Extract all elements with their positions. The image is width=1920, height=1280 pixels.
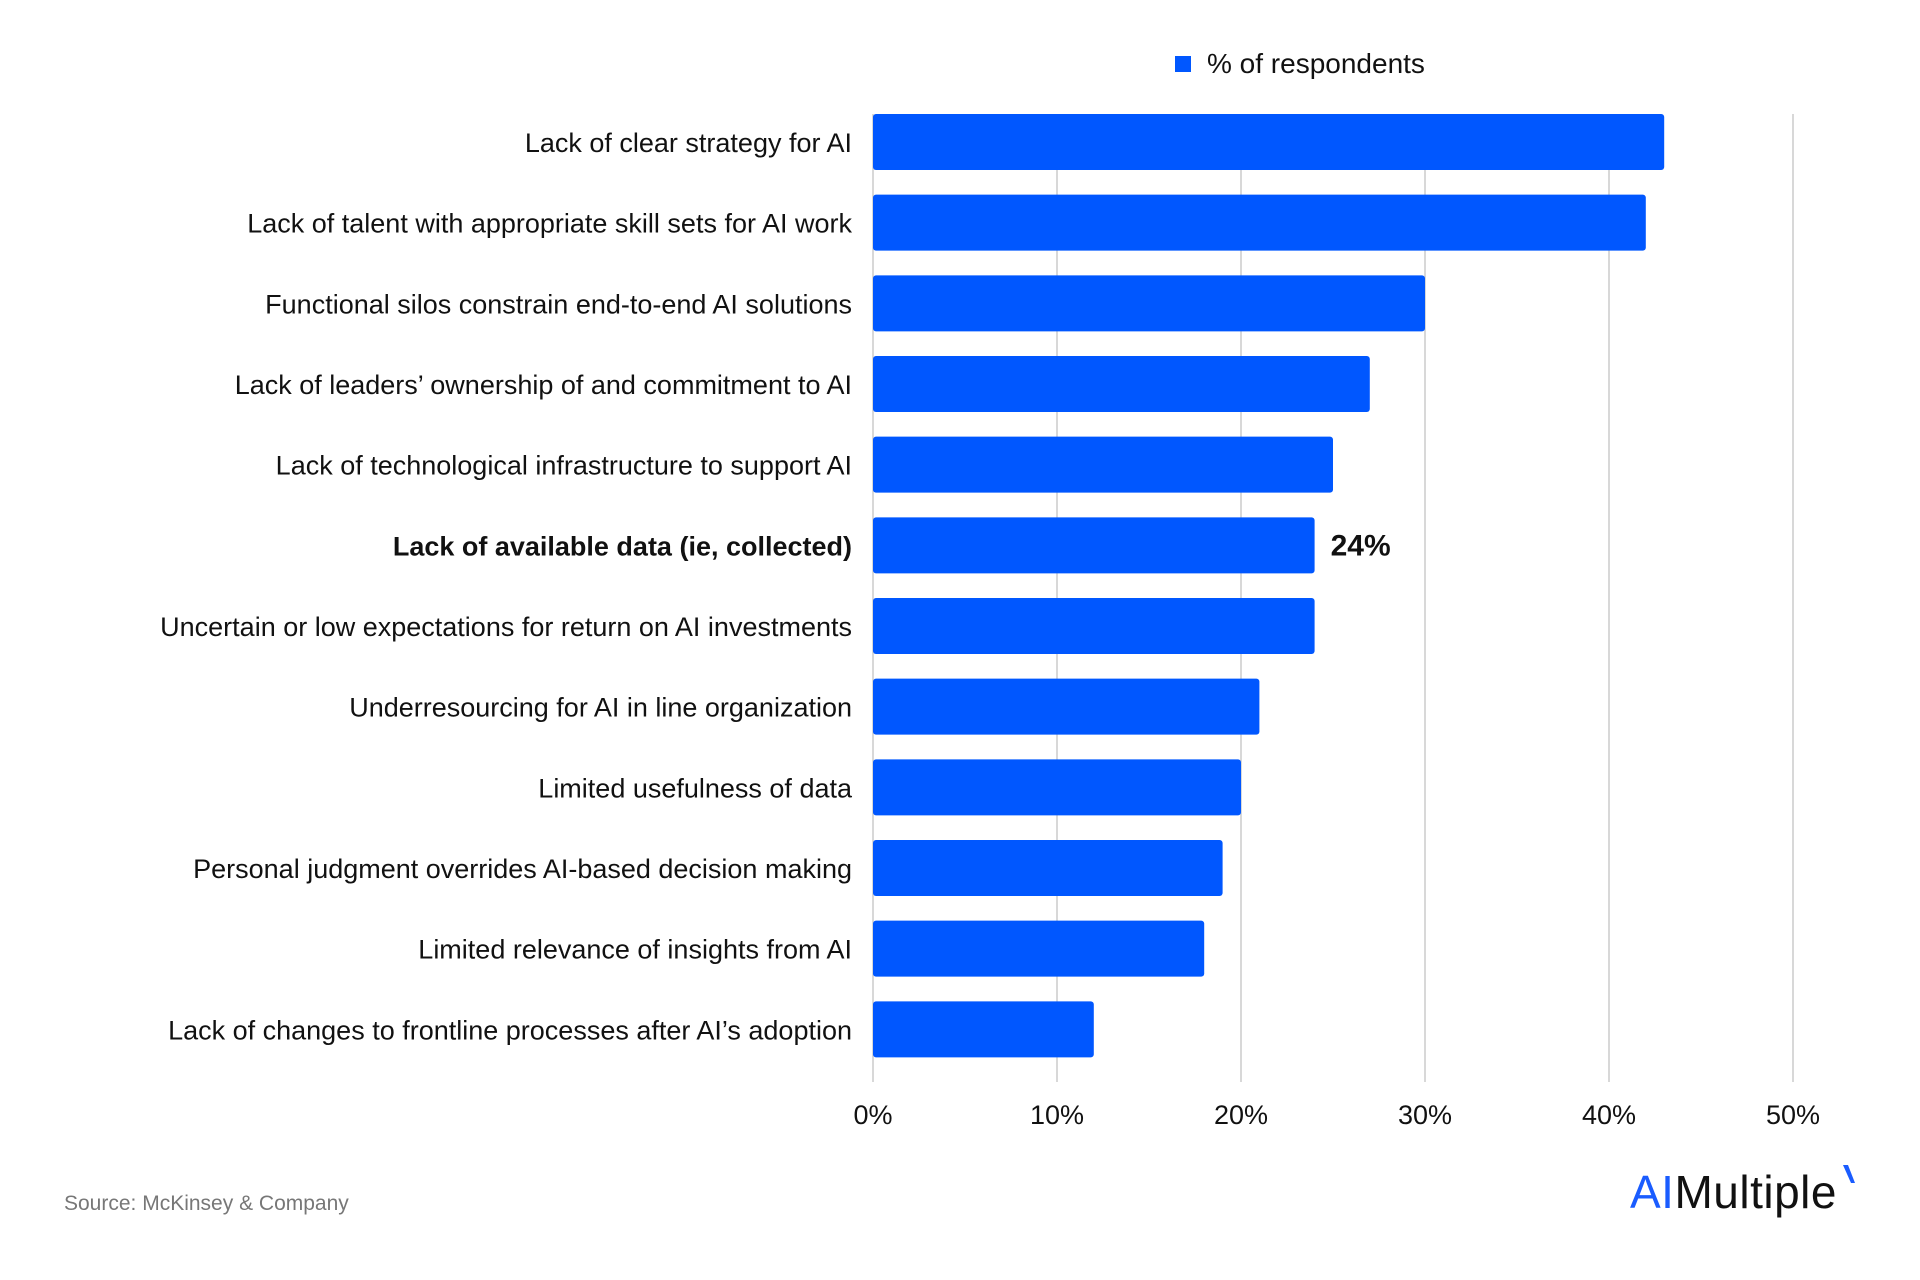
x-tick-label: 0% xyxy=(853,1100,892,1130)
logo-multiple: Multiple xyxy=(1674,1166,1837,1218)
bar xyxy=(873,1001,1094,1058)
category-label: Underresourcing for AI in line organizat… xyxy=(349,693,852,723)
bar xyxy=(873,194,1646,251)
x-tick-label: 20% xyxy=(1214,1100,1268,1130)
category-label: Lack of technological infrastructure to … xyxy=(276,451,852,481)
category-label: Lack of available data (ie, collected) xyxy=(393,531,852,561)
category-label: Limited usefulness of data xyxy=(538,773,853,803)
category-label: Lack of clear strategy for AI xyxy=(525,128,852,158)
bar xyxy=(873,356,1370,412)
category-label: Uncertain or low expectations for return… xyxy=(160,612,852,642)
category-label: Lack of changes to frontline processes a… xyxy=(168,1015,852,1045)
category-label: Lack of talent with appropriate skill se… xyxy=(247,209,852,239)
bar xyxy=(873,678,1260,735)
data-label: 24% xyxy=(1331,529,1391,562)
logo-ai: AI xyxy=(1630,1166,1675,1218)
bar xyxy=(873,114,1665,170)
legend-swatch xyxy=(1175,56,1191,72)
bar xyxy=(873,840,1223,896)
bar xyxy=(873,517,1315,574)
bar xyxy=(873,436,1333,493)
bar xyxy=(873,598,1315,654)
bar xyxy=(873,275,1425,332)
category-label: Limited relevance of insights from AI xyxy=(418,935,852,965)
bar xyxy=(873,759,1241,816)
source-note: Source: McKinsey & Company xyxy=(64,1192,349,1215)
legend: % of respondents xyxy=(1175,48,1425,80)
bar xyxy=(873,920,1205,977)
category-label: Personal judgment overrides AI-based dec… xyxy=(193,854,852,884)
category-label: Lack of leaders’ ownership of and commit… xyxy=(235,370,852,400)
logo-spark-icon xyxy=(1842,1165,1855,1183)
legend-label: % of respondents xyxy=(1207,48,1425,79)
x-tick-label: 10% xyxy=(1030,1100,1084,1130)
aimultiple-logo: AIMultiple xyxy=(1630,1165,1855,1219)
category-label: Functional silos constrain end-to-end AI… xyxy=(265,289,852,319)
x-tick-label: 50% xyxy=(1766,1100,1820,1130)
x-tick-label: 40% xyxy=(1582,1100,1636,1130)
x-tick-label: 30% xyxy=(1398,1100,1452,1130)
